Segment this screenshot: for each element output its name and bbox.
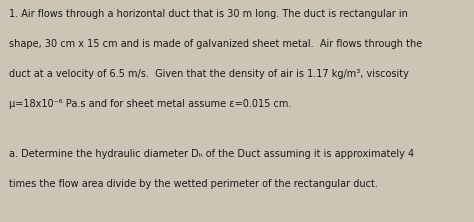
- Text: times the flow area divide by the wetted perimeter of the rectangular duct.: times the flow area divide by the wetted…: [9, 179, 377, 189]
- Text: shape, 30 cm x 15 cm and is made of galvanized sheet metal.  Air flows through t: shape, 30 cm x 15 cm and is made of galv…: [9, 39, 422, 49]
- Text: 1. Air flows through a horizontal duct that is 30 m long. The duct is rectangula: 1. Air flows through a horizontal duct t…: [9, 9, 408, 19]
- Text: a. Determine the hydraulic diameter Dₕ of the Duct assuming it is approximately : a. Determine the hydraulic diameter Dₕ o…: [9, 149, 414, 159]
- Text: duct at a velocity of 6.5 m/s.  Given that the density of air is 1.17 kg/m³, vis: duct at a velocity of 6.5 m/s. Given tha…: [9, 69, 409, 79]
- Text: μ=18x10⁻⁶ Pa.s and for sheet metal assume ε=0.015 cm.: μ=18x10⁻⁶ Pa.s and for sheet metal assum…: [9, 99, 291, 109]
